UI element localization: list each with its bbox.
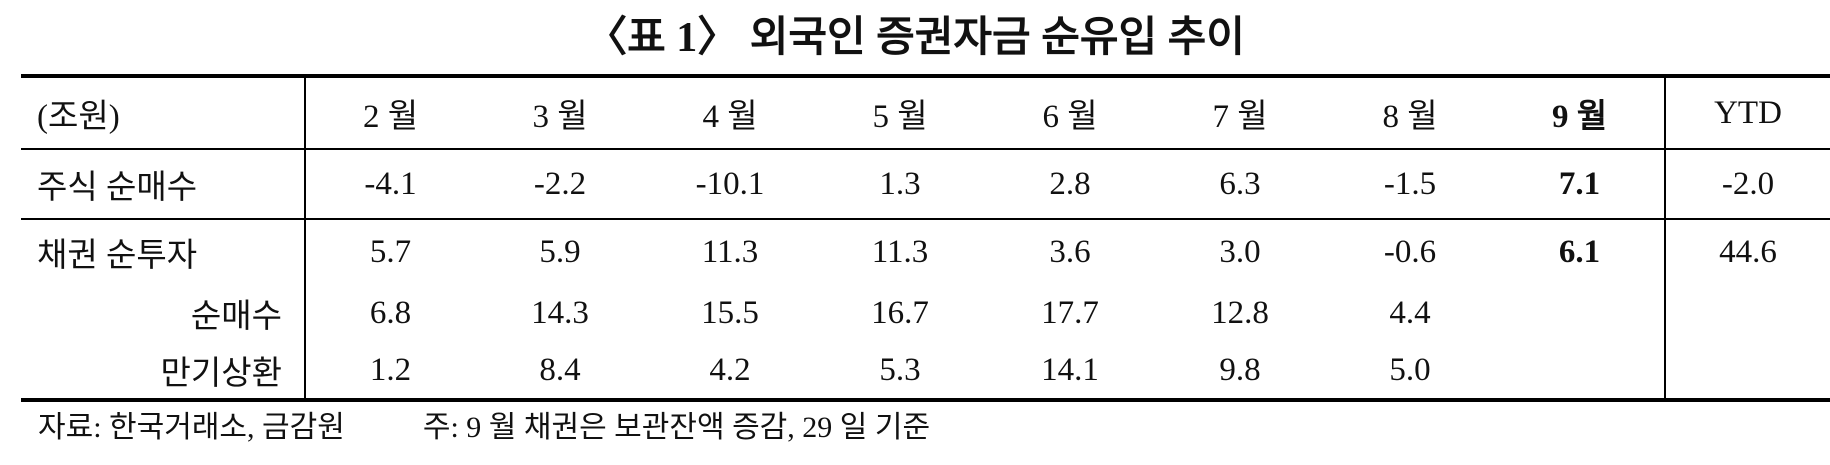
footer: 자료: 한국거래소, 금감원 주: 9 월 채권은 보관잔액 증감, 29 일 기… — [38, 408, 930, 448]
table-cell: 4.4 — [1389, 294, 1431, 331]
table-cell: 6.3 — [1155, 149, 1325, 220]
table-cell: 17.7 — [1041, 294, 1099, 331]
source-note: 자료: 한국거래소, 금감원 — [38, 411, 345, 444]
table-cell: 14.3 — [531, 294, 589, 331]
table-cell: YTD — [1664, 74, 1830, 150]
table-cell: 5.9 — [539, 233, 581, 270]
row-label: 주식 순매수 — [21, 149, 306, 220]
table-cell — [1495, 342, 1665, 402]
table-cell: 5.3 — [815, 342, 985, 402]
table-cell: -0.6 — [1383, 233, 1437, 270]
table-cell: -1.5 — [1325, 149, 1495, 220]
table-cell: 11.3 — [871, 233, 929, 270]
table-cell: 6.8 — [369, 294, 412, 331]
table-cell: 3.0 — [1219, 233, 1261, 270]
table-cell: 6.1 — [1558, 233, 1601, 270]
table-cell: -2.2 — [475, 149, 645, 220]
table-cell: -4.1 — [305, 149, 475, 220]
table-cell: 7 월 — [1155, 74, 1325, 150]
table-cell: 2 월 — [305, 74, 475, 150]
table-title: 〈표 1〉 외국인 증권자금 순유입 추이 — [585, 15, 1245, 61]
footnote: 주: 9 월 채권은 보관잔액 증감, 29 일 기준 — [422, 411, 931, 444]
table-cell: -2.0 — [1664, 149, 1830, 220]
table-row: 주식 순매수 -4.1 -2.2 -10.1 1.3 2.8 6.3 -1.5 7.1 -2.0 — [21, 149, 1830, 220]
table-cell — [1495, 284, 1665, 342]
table-cell: 8 월 — [1325, 74, 1495, 150]
table-cell: 14.1 — [985, 342, 1155, 402]
table-cell: 12.8 — [1211, 294, 1269, 331]
row-label: 만기상환 — [21, 342, 306, 402]
table-cell: -10.1 — [645, 149, 815, 220]
table-cell: 1.2 — [305, 342, 475, 402]
table-cell: 11.3 — [701, 233, 759, 270]
table-cell: 1.3 — [815, 149, 985, 220]
row-label: 순매수 — [21, 284, 306, 342]
table-row: 순매수 6.8 14.3 15.5 16.7 17.7 12.8 4.4 — [21, 284, 1830, 342]
table-cell: 4.2 — [645, 342, 815, 402]
table-cell: 44.6 — [1664, 219, 1830, 284]
row-label: 채권 순투자 — [21, 219, 306, 284]
table-cell: 8.4 — [475, 342, 645, 402]
table-cell — [1664, 284, 1830, 342]
table-cell: 15.5 — [701, 294, 759, 331]
table-cell: 6 월 — [985, 74, 1155, 150]
row-label: (조원) — [21, 74, 306, 150]
table-cell: 7.1 — [1495, 149, 1665, 220]
table-cell: 3.6 — [1049, 233, 1091, 270]
table-row: 만기상환 1.2 8.4 4.2 5.3 14.1 9.8 5.0 — [21, 342, 1830, 402]
table-cell: 5 월 — [815, 74, 985, 150]
table-cell: 2.8 — [985, 149, 1155, 220]
table-cell: 3 월 — [475, 74, 645, 150]
table-cell: 5.7 — [369, 233, 412, 270]
table-cell: 9.8 — [1155, 342, 1325, 402]
table-cell: 5.0 — [1325, 342, 1495, 402]
table-cell: 4 월 — [645, 74, 815, 150]
table-cell — [1664, 342, 1830, 402]
table-row: 채권 순투자 5.7 5.9 11.3 11.3 3.6 3.0 -0.6 6.1 44.6 — [21, 219, 1830, 284]
table-cell: 9 월 — [1495, 74, 1665, 150]
table-cell: 16.7 — [871, 294, 929, 331]
